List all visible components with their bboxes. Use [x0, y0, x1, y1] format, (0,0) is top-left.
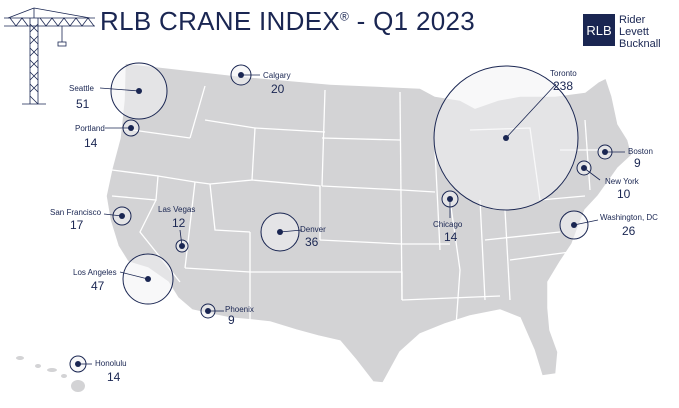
- city-count-honolulu: 14: [107, 370, 121, 384]
- city-name-honolulu: Honolulu: [95, 359, 127, 368]
- city-marker-icon: [205, 308, 211, 314]
- city-marker-icon: [119, 213, 125, 219]
- leader-lines: [78, 74, 625, 365]
- city-markers: [75, 72, 608, 367]
- page-title: RLB CRANE INDEX® - Q1 2023: [100, 6, 475, 37]
- city-name-phoenix: Phoenix: [225, 305, 254, 314]
- city-count-toronto: 238: [553, 79, 574, 93]
- crane-bubbles: [69, 62, 613, 373]
- city-count-phoenix: 9: [228, 313, 235, 327]
- city-marker-icon: [602, 149, 608, 155]
- city-name-toronto: Toronto: [550, 69, 577, 78]
- city-name-portland: Portland: [75, 124, 105, 133]
- city-count-san-francisco: 17: [70, 218, 84, 232]
- city-count-portland: 14: [84, 136, 98, 150]
- city-count-los-angeles: 47: [91, 279, 105, 293]
- city-name-las-vegas: Las Vegas: [158, 205, 196, 214]
- crane-icon: [4, 7, 95, 105]
- logo-line-3: Bucknall: [619, 38, 661, 50]
- city-count-chicago: 14: [444, 230, 458, 244]
- city-name-denver: Denver: [300, 225, 326, 234]
- city-count-calgary: 20: [271, 82, 285, 96]
- city-marker-icon: [277, 229, 283, 235]
- city-count-new-york: 10: [617, 187, 631, 201]
- logo-wordmark: Rider Levett Bucknall: [619, 14, 661, 50]
- city-marker-icon: [238, 72, 244, 78]
- city-name-seattle: Seattle: [69, 84, 94, 93]
- city-count-seattle: 51: [76, 97, 90, 111]
- logo-mark: RLB: [583, 14, 615, 46]
- registered-mark: ®: [340, 9, 350, 24]
- title-period: - Q1 2023: [349, 6, 476, 36]
- city-count-washington-dc: 26: [622, 224, 636, 238]
- city-marker-icon: [581, 165, 587, 171]
- city-marker-icon: [136, 88, 142, 94]
- city-name-los-angeles: Los Angeles: [73, 268, 117, 277]
- city-name-calgary: Calgary: [263, 71, 291, 80]
- city-marker-icon: [179, 243, 185, 249]
- title-text: RLB CRANE INDEX: [100, 6, 340, 36]
- city-name-san-francisco: San Francisco: [50, 208, 102, 217]
- city-marker-icon: [128, 125, 134, 131]
- city-marker-icon: [503, 135, 509, 141]
- city-name-boston: Boston: [628, 147, 653, 156]
- city-marker-icon: [75, 361, 81, 367]
- city-marker-icon: [447, 196, 453, 202]
- city-marker-icon: [145, 276, 151, 282]
- city-name-washington-dc: Washington, DC: [600, 213, 658, 222]
- rlb-logo: RLB Rider Levett Bucknall: [583, 14, 661, 50]
- city-count-denver: 36: [305, 235, 319, 249]
- city-name-chicago: Chicago: [433, 220, 463, 229]
- city-marker-icon: [571, 222, 577, 228]
- state-borders: [111, 85, 600, 341]
- city-name-new-york: New York: [605, 177, 639, 186]
- hawaii-islands: [16, 356, 85, 392]
- logo-line-1: Rider: [619, 14, 646, 26]
- city-count-boston: 9: [634, 156, 641, 170]
- logo-line-2: Levett: [619, 26, 649, 38]
- city-count-las-vegas: 12: [172, 216, 186, 230]
